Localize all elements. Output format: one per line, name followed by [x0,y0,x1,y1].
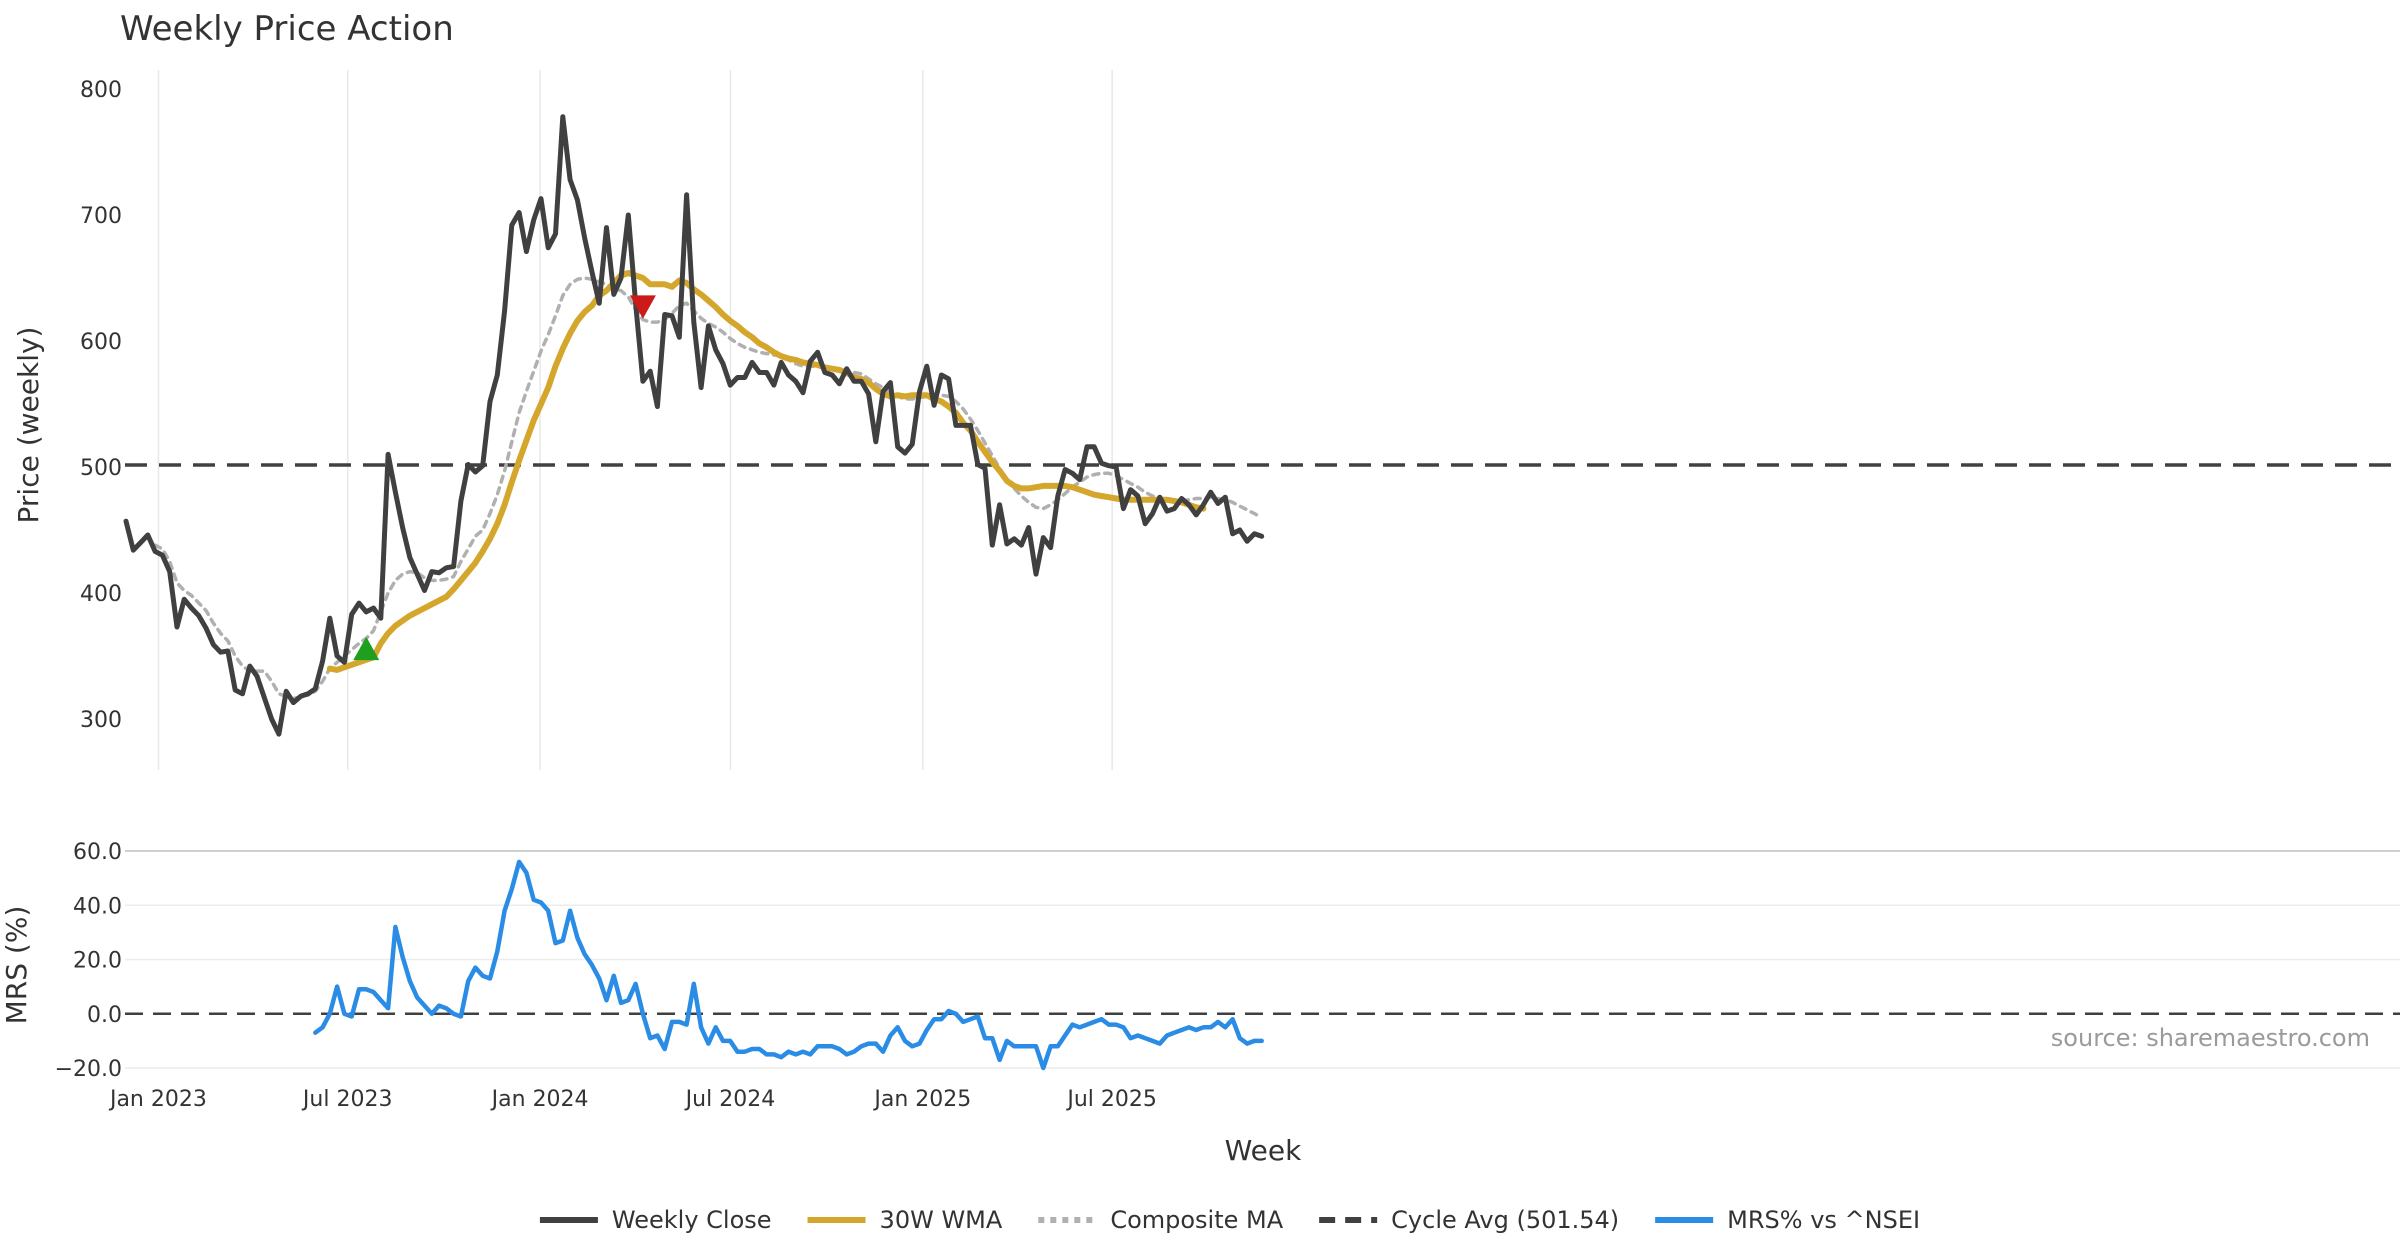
x-tick-labels: Jan 2023 Jul 2023 Jan 2024 Jul 2024 Jan 2025… [108,1087,1157,1112]
legend-item: 30W WMA [807,1206,1003,1234]
legend-item: Weekly Close [539,1206,772,1234]
sell-signal-marker [629,295,656,319]
price-y-tick-label: 500 [80,456,122,481]
signal-markers [353,295,656,661]
mrs-y-tick-label: 0.0 [87,1003,122,1028]
mrs-panel: 60.0 40.0 20.0 0.0 −20.0 MRS (%) source: sha… [0,840,2400,1082]
weekly-close-line [123,114,1265,737]
price-y-tick-label: 700 [80,204,122,229]
legend-label: Cycle Avg (501.54) [1391,1206,1619,1234]
x-axis-label: Week [1225,1134,1302,1167]
mrs-y-tick-labels: 60.0 40.0 20.0 0.0 −20.0 [55,840,122,1082]
mrs-y-tick-label: −20.0 [55,1057,122,1082]
legend-item: Composite MA [1038,1206,1284,1234]
mrs-y-tick-label: 40.0 [73,894,122,919]
x-tick-label: Jul 2025 [1065,1087,1157,1112]
price-panel: 300 400 500 600 700 800 Price (weekly) [12,70,2400,770]
chart-title: Weekly Price Action [120,9,454,49]
legend-label: Composite MA [1110,1206,1283,1234]
x-tick-label: Jan 2023 [108,1087,207,1112]
price-series [123,114,2400,737]
price-y-tick-label: 400 [80,582,122,607]
price-y-axis-label: Price (weekly) [12,327,45,524]
legend-label: MRS% vs ^NSEI [1727,1206,1920,1234]
price-y-tick-labels: 300 400 500 600 700 800 [80,78,122,733]
legend-label: 30W WMA [880,1206,1003,1234]
legend-item: MRS% vs ^NSEI [1655,1206,1920,1234]
x-tick-label: Jan 2025 [872,1087,971,1112]
source-annotation: source: sharemaestro.com [2051,1024,2370,1052]
mrs-y-tick-label: 60.0 [73,840,122,865]
price-gridlines [157,70,1113,770]
legend: Weekly Close 30W WMA Composite MA Cycle Avg… [539,1206,1920,1234]
x-tick-label: Jul 2024 [684,1087,776,1112]
legend-item: Cycle Avg (501.54) [1319,1206,1619,1234]
mrs-y-axis-label: MRS (%) [0,906,33,1025]
30w-wma-line [326,270,1207,673]
mrs-line [313,859,1264,1071]
buy-signal-marker [353,636,380,661]
price-y-tick-label: 800 [80,78,122,103]
x-tick-label: Jan 2024 [490,1087,589,1112]
mrs-y-tick-label: 20.0 [73,949,122,974]
legend-label: Weekly Close [612,1206,772,1234]
mrs-series [313,859,1264,1071]
x-tick-label: Jul 2023 [301,1087,393,1112]
price-y-tick-label: 300 [80,708,122,733]
price-y-tick-label: 600 [80,330,122,355]
